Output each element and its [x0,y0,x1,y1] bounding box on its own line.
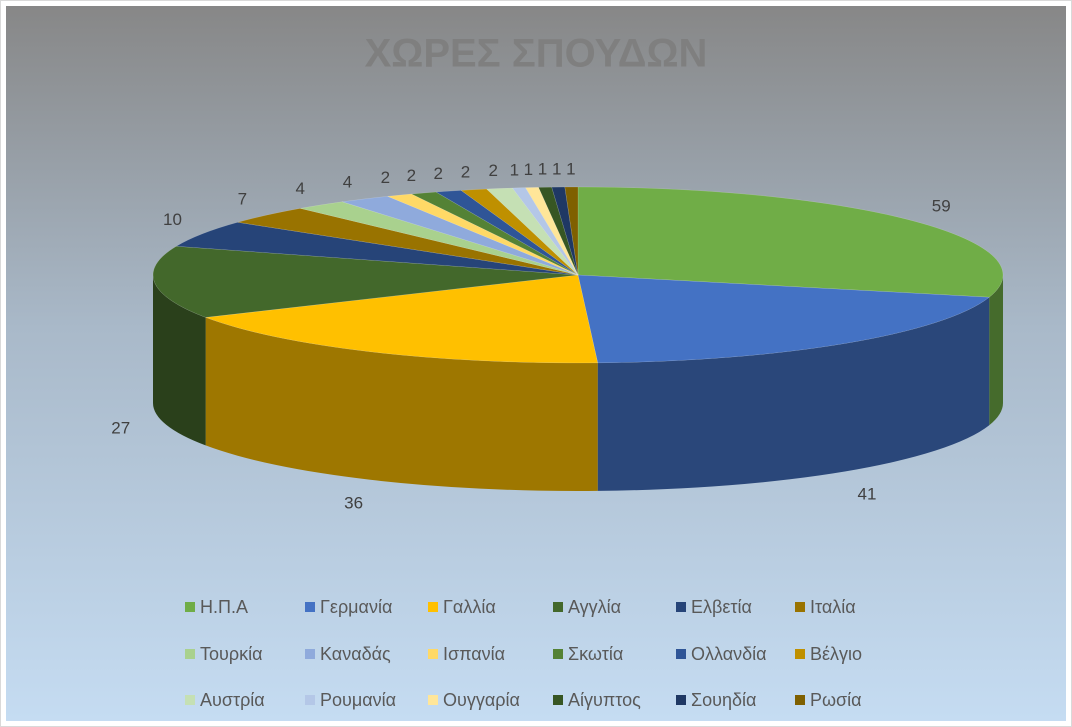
legend-label: Η.Π.Α [200,597,248,617]
legend-swatch [553,649,563,659]
legend-label: Καναδάς [320,644,391,664]
slice-side [153,275,206,446]
legend-label: Σκωτία [568,644,623,664]
slice [237,208,579,276]
slice [577,186,1004,298]
data-label: 2 [433,164,442,183]
data-label: 4 [295,179,304,198]
legend-swatch [185,695,195,705]
data-label: 7 [238,190,247,209]
legend-label: Ιταλία [810,597,856,617]
data-label: 4 [343,172,352,191]
slice [342,196,579,276]
legend-swatch [676,602,686,612]
legend-label: Αγγλία [568,597,621,617]
legend-swatch [676,695,686,705]
slice [512,187,579,276]
legend-label: Σουηδία [691,690,756,710]
data-label: 2 [461,162,470,181]
legend-label: Τουρκία [200,644,263,664]
legend-swatch [305,602,315,612]
data-label: 36 [344,493,363,512]
slice [435,190,579,276]
legend-label: Ισπανία [443,644,505,664]
legend-swatch [553,695,563,705]
legend-label: Βέλγιο [810,644,862,664]
slice [486,187,579,276]
slice [152,246,579,318]
legend-label: Αίγυπτος [568,690,641,710]
slice [577,274,990,364]
legend-swatch [428,602,438,612]
legend-label: Ουγγαρία [443,690,520,710]
legend-swatch [185,649,195,659]
legend-swatch [553,602,563,612]
legend-label: Αυστρία [200,690,265,710]
data-label: 10 [163,210,182,229]
legend-swatch [305,695,315,705]
slice [460,188,579,276]
legend-label: Ελβετία [691,597,752,617]
legend-label: Ρωσία [810,690,862,710]
slice-side [989,275,1003,426]
slice-side [205,317,598,492]
legend-swatch [676,649,686,659]
data-label: 1 [552,160,561,179]
slice [387,193,579,276]
slice [175,222,579,276]
slice [410,191,579,276]
data-label: 1 [524,160,533,179]
data-label: 1 [510,160,519,179]
data-label: 27 [111,419,130,438]
data-label: 1 [538,160,547,179]
legend-swatch [795,602,805,612]
legend-swatch [185,602,195,612]
slice [205,274,599,364]
legend-label: Γαλλία [443,597,496,617]
data-label: 1 [566,159,575,178]
legend-swatch [795,649,805,659]
legend-swatch [305,649,315,659]
legend-swatch [795,695,805,705]
slice [551,186,579,276]
data-label: 41 [858,484,877,503]
slice [538,186,579,276]
data-label: 2 [381,168,390,187]
legend-label: Γερμανία [320,597,392,617]
legend-swatch [428,649,438,659]
data-label: 2 [407,166,416,185]
legend-label: Ρουμανία [320,690,396,710]
legend-label: Ολλανδία [691,644,767,664]
chart-title: ΧΩΡΕΣ ΣΠΟΥΔΩΝ [365,32,708,76]
data-label: 2 [488,161,497,180]
slice [300,201,579,276]
slice [564,186,579,276]
data-label: 59 [932,196,951,215]
legend-swatch [428,695,438,705]
slice-side [597,297,990,491]
slice [525,187,579,276]
